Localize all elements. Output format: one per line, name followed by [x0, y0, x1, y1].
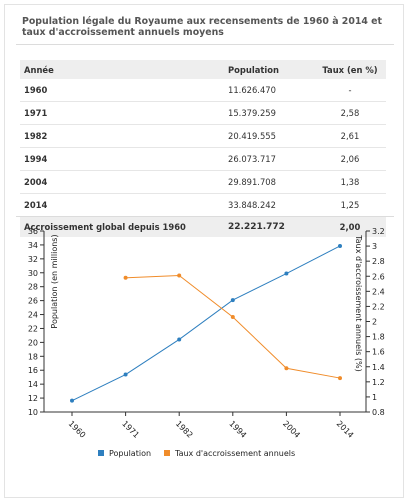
left-axis-title: Population (en millions)	[50, 234, 59, 328]
right-axis-tick-label: 1.4	[372, 363, 385, 372]
cell-rate: -	[314, 79, 386, 102]
legend-label: Taux d'accroissement annuels	[174, 449, 295, 458]
x-axis-tick-label: 2014	[335, 419, 356, 440]
cell-year: 1994	[20, 147, 224, 171]
cell-year: 1960	[20, 79, 224, 102]
cell-rate: 2,61	[314, 124, 386, 148]
data-point	[284, 366, 289, 371]
left-axis-tick-label: 30	[28, 269, 38, 278]
cell-population: 15.379.259	[224, 101, 314, 125]
legend-label: Population	[109, 449, 151, 458]
data-point	[338, 376, 342, 381]
right-axis-tick-label: 0.8	[372, 408, 385, 417]
cell-year: 1982	[20, 124, 224, 148]
cell-total-label: Accroissement global depuis 1960	[20, 216, 224, 237]
data-point	[123, 275, 128, 280]
table-header-row: Année Population Taux (en %)	[20, 60, 386, 79]
column-header-population: Population	[224, 60, 314, 79]
column-header-year: Année	[20, 60, 224, 79]
right-axis-tick-label: 3	[372, 242, 377, 251]
table-row: 1960 11.626.470 -	[20, 79, 386, 102]
cell-year: 1971	[20, 101, 224, 125]
right-axis-tick-label: 2	[372, 318, 377, 327]
table-row: 1971 15.379.259 2,58	[20, 101, 386, 125]
table-divider	[16, 216, 394, 217]
data-point	[70, 398, 74, 403]
cell-population: 29.891.708	[224, 170, 314, 194]
cell-rate: 1,38	[314, 170, 386, 194]
cell-population: 20.419.555	[224, 124, 314, 148]
legend-swatch	[98, 450, 104, 456]
x-axis-tick-label: 1960	[67, 419, 88, 440]
page-title: Population légale du Royaume aux recense…	[22, 16, 382, 38]
right-axis-tick-label: 2.2	[372, 302, 385, 311]
cell-rate: 2,06	[314, 147, 386, 171]
left-axis-tick-label: 32	[28, 255, 38, 264]
table-row: 2004 29.891.708 1,38	[20, 170, 386, 194]
left-axis-tick-label: 10	[28, 408, 38, 417]
right-axis-tick-label: 1.2	[372, 378, 385, 387]
left-axis-tick-label: 36	[28, 227, 38, 236]
table-row: 1994 26.073.717 2,06	[20, 147, 386, 171]
data-point	[123, 372, 128, 377]
right-axis-tick-label: 1.8	[372, 333, 385, 342]
data-point	[177, 337, 182, 342]
left-axis-tick-label: 26	[28, 297, 38, 306]
cell-total-rate: 2,00	[314, 216, 386, 237]
left-axis-tick-label: 12	[28, 394, 38, 403]
x-axis-tick-label: 1971	[120, 419, 141, 440]
cell-year: 2004	[20, 170, 224, 194]
left-axis-tick-label: 20	[28, 338, 38, 347]
table-row: 2014 33.848.242 1,25	[20, 193, 386, 217]
x-axis-tick-label: 1994	[227, 419, 248, 440]
x-axis-tick-label: 1982	[174, 419, 195, 440]
left-axis-tick-label: 16	[28, 366, 38, 375]
right-axis-tick-label: 2.6	[372, 272, 385, 281]
data-point	[230, 298, 235, 303]
data-point	[338, 243, 342, 248]
cell-total-population: 22.221.772	[224, 216, 314, 237]
table-row: 1982 20.419.555 2,61	[20, 124, 386, 148]
left-axis-tick-label: 28	[28, 283, 38, 292]
data-point	[230, 314, 235, 319]
series-line-population	[71, 245, 341, 402]
data-point	[177, 273, 182, 278]
x-axis-tick-label: 2004	[281, 419, 302, 440]
right-axis-title: Taux d'accroissement annuels (%)	[354, 234, 363, 372]
left-axis-tick-label: 14	[28, 380, 38, 389]
right-axis-tick-label: 2.4	[372, 287, 385, 296]
right-axis-tick-label: 3.2	[372, 227, 385, 236]
right-axis-tick-label: 1.6	[372, 348, 385, 357]
column-header-rate: Taux (en %)	[314, 60, 386, 79]
legend-swatch	[164, 450, 170, 456]
data-point	[284, 271, 289, 276]
right-axis-tick-label: 1	[372, 393, 377, 402]
left-axis-tick-label: 24	[28, 311, 38, 320]
left-axis-tick-label: 22	[28, 324, 38, 333]
cell-population: 11.626.470	[224, 79, 314, 102]
cell-population: 26.073.717	[224, 147, 314, 171]
left-axis-tick-label: 18	[28, 352, 38, 361]
population-table: Année Population Taux (en %) 1960 11.626…	[20, 60, 386, 237]
title-divider	[16, 44, 394, 45]
right-axis-tick-label: 2.8	[372, 257, 385, 266]
series-line-growth-rate	[125, 274, 341, 379]
cell-rate: 2,58	[314, 101, 386, 125]
left-axis-tick-label: 34	[28, 241, 38, 250]
table-total-row: Accroissement global depuis 1960 22.221.…	[20, 216, 386, 237]
